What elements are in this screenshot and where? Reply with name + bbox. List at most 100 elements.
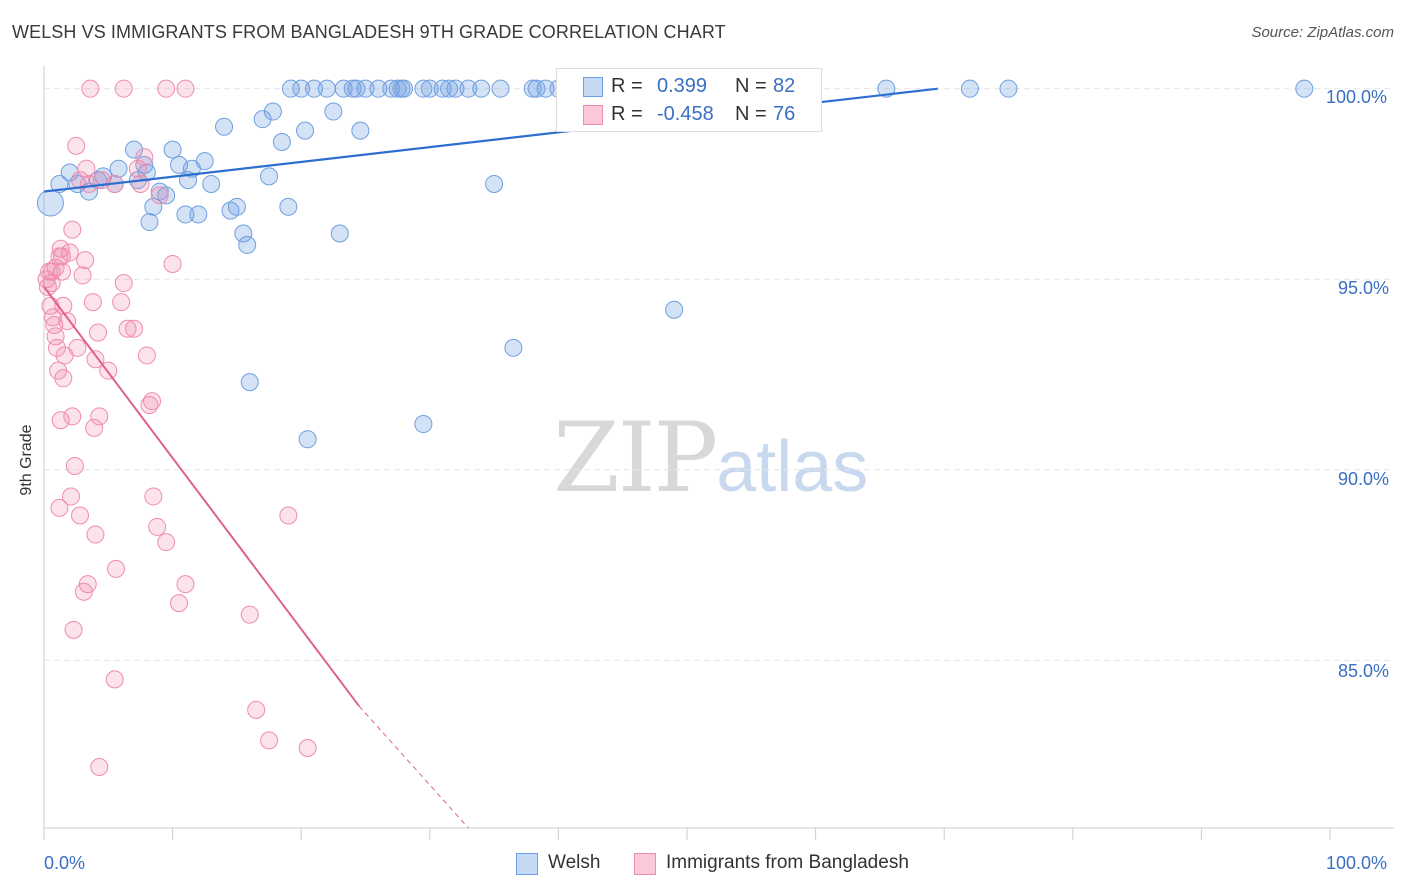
bangladesh-point-52 <box>107 559 126 578</box>
bangladesh-point-12 <box>54 296 73 315</box>
welsh-point-23 <box>195 152 214 171</box>
bangladesh-point-14 <box>58 312 77 331</box>
welsh-point-0 <box>36 189 64 217</box>
welsh-point-17 <box>163 140 182 159</box>
legend-r-label-welsh: R = <box>611 75 643 97</box>
welsh-point-31 <box>260 167 279 186</box>
bangladesh-trend-line <box>43 286 360 707</box>
bangladesh-point-51 <box>86 525 105 544</box>
bangladesh-trend-line-extension <box>358 705 469 829</box>
welsh-point-62 <box>523 79 542 98</box>
welsh-point-57 <box>459 79 478 98</box>
bangladesh-point-37 <box>150 186 169 205</box>
welsh-point-34 <box>279 197 298 216</box>
source-label: Source: ZipAtlas.com <box>1251 24 1394 41</box>
bangladesh-point-74 <box>77 159 96 178</box>
y-axis-label-wrap: 9th Grade <box>18 389 36 495</box>
welsh-point-47 <box>369 79 388 98</box>
bangladesh-point-40 <box>176 79 195 98</box>
welsh-point-33 <box>272 133 291 152</box>
legend-row-bangladesh: R = -0.458 N = 76 <box>557 101 821 129</box>
bangladesh-point-16 <box>63 220 82 239</box>
bangladesh-point-23 <box>86 350 105 369</box>
legend-swatch-bangladesh <box>583 105 603 125</box>
data-points <box>36 79 1314 777</box>
bangladesh-point-38 <box>157 79 176 98</box>
legend-n-value-welsh: 82 <box>773 75 796 97</box>
welsh-point-24 <box>202 174 221 193</box>
welsh-point-25 <box>215 117 234 136</box>
bangladesh-point-4 <box>44 308 63 327</box>
bangladesh-point-11 <box>53 262 72 281</box>
bangladesh-point-30 <box>118 319 137 338</box>
bangladesh-point-28 <box>112 293 131 312</box>
welsh-point-40 <box>324 102 343 121</box>
welsh-point-32 <box>263 102 282 121</box>
welsh-point-19 <box>176 205 195 224</box>
bangladesh-point-63 <box>240 605 259 624</box>
bangladesh-point-62 <box>90 758 109 777</box>
axes <box>43 66 1394 840</box>
bangladesh-point-64 <box>247 700 266 719</box>
chart-title: WELSH VS IMMIGRANTS FROM BANGLADESH 9TH … <box>12 22 726 42</box>
welsh-point-37 <box>296 121 315 140</box>
y-tick-label-90: 90.0% <box>1338 469 1390 489</box>
welsh-point-9 <box>125 140 144 159</box>
welsh-point-55 <box>440 79 459 98</box>
bangladesh-point-17 <box>67 136 86 155</box>
trend-lines <box>43 87 938 829</box>
bangladesh-point-50 <box>90 407 109 426</box>
welsh-point-14 <box>144 197 163 216</box>
welsh-point-13 <box>140 213 159 232</box>
welsh-point-52 <box>414 79 433 98</box>
bangladesh-point-29 <box>114 274 133 293</box>
bangladesh-point-34 <box>137 346 156 365</box>
x-tick-label-max: 100.0% <box>1326 853 1388 873</box>
welsh-point-30 <box>253 110 272 129</box>
y-axis-label: 9th Grade <box>18 424 35 496</box>
bangladesh-point-69 <box>54 369 73 388</box>
welsh-point-58 <box>472 79 491 98</box>
bangladesh-point-32 <box>131 174 150 193</box>
legend-r-label-bangladesh: R = <box>611 103 643 125</box>
bangladesh-point-60 <box>176 575 195 594</box>
welsh-point-46 <box>356 79 375 98</box>
watermark-zip: ZIP <box>553 402 718 514</box>
bangladesh-point-44 <box>63 407 82 426</box>
welsh-point-77 <box>414 415 433 434</box>
bangladesh-point-46 <box>62 487 81 506</box>
bangladesh-point-67 <box>298 738 317 757</box>
y-tick-label-85: 85.0% <box>1338 661 1390 681</box>
bangladesh-point-42 <box>81 79 100 98</box>
bangladesh-point-54 <box>78 575 97 594</box>
welsh-point-53 <box>420 79 439 98</box>
bangladesh-point-70 <box>68 338 87 357</box>
stats-legend: R = 0.399 N = 82 R = -0.458 N = 76 <box>556 68 822 132</box>
bangladesh-point-10 <box>51 239 70 258</box>
welsh-point-63 <box>527 79 546 98</box>
welsh-point-64 <box>536 79 555 98</box>
welsh-point-43 <box>343 79 362 98</box>
bangladesh-point-48 <box>71 506 90 525</box>
bangladesh-point-61 <box>105 670 124 689</box>
bangladesh-point-39 <box>163 254 182 273</box>
bangladesh-point-43 <box>51 411 70 430</box>
welsh-point-38 <box>305 79 324 98</box>
bangladesh-point-31 <box>125 319 144 338</box>
bangladesh-point-55 <box>64 620 83 639</box>
welsh-point-45 <box>351 121 370 140</box>
bangladesh-point-47 <box>50 498 69 517</box>
legend-n-label-welsh: N = <box>735 75 767 97</box>
legend-r-value-bangladesh: -0.458 <box>657 103 714 125</box>
legend-n-value-bangladesh: 76 <box>773 103 796 125</box>
welsh-point-61 <box>504 338 523 357</box>
welsh-point-74 <box>665 300 684 319</box>
welsh-point-42 <box>334 79 353 98</box>
bangladesh-point-73 <box>128 159 147 178</box>
watermark-atlas: atlas <box>716 427 869 507</box>
bottom-legend-swatch-welsh <box>516 853 538 875</box>
legend-row-welsh: R = 0.399 N = 82 <box>557 73 821 101</box>
welsh-point-29 <box>238 235 257 254</box>
bottom-legend-label-bangladesh: Immigrants from Bangladesh <box>666 852 909 873</box>
